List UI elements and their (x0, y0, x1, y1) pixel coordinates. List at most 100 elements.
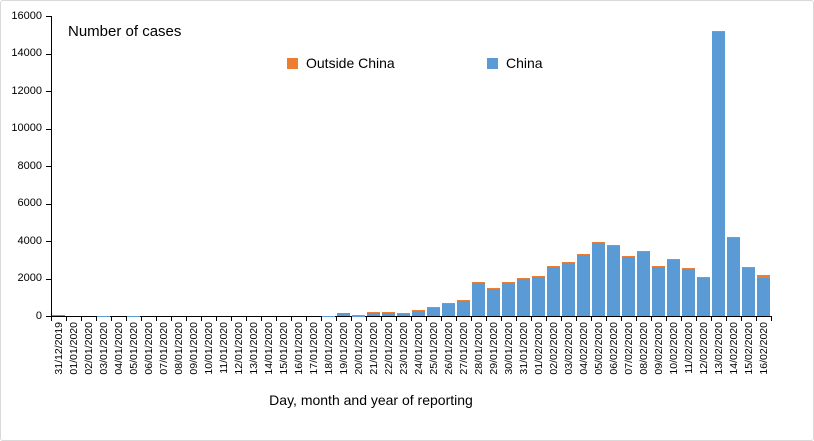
y-tick-mark (46, 16, 51, 17)
x-tick-mark (606, 317, 607, 321)
bar-segment-outside-china (517, 277, 530, 279)
x-tick-mark (501, 317, 502, 321)
x-tick-mark (741, 317, 742, 321)
x-tick-mark (306, 317, 307, 321)
y-tick-label: 4000 (17, 234, 42, 247)
bar-segment-china (397, 314, 410, 316)
x-tick-label: 01/01/2020 (67, 322, 80, 375)
bar-segment-china (712, 32, 725, 316)
x-tick-label: 07/02/2020 (622, 322, 635, 375)
x-tick-label: 20/01/2020 (352, 322, 365, 375)
x-tick-label: 25/01/2020 (427, 322, 440, 375)
legend-label-china: China (506, 55, 543, 71)
x-tick-label: 11/02/2020 (682, 322, 695, 374)
x-tick-label: 22/01/2020 (382, 322, 395, 375)
bar-segment-china (562, 263, 575, 316)
x-tick-label: 10/02/2020 (667, 322, 680, 375)
x-tick-mark (561, 317, 562, 321)
bar-segment-outside-china (742, 267, 755, 269)
y-tick-label: 10000 (11, 122, 42, 134)
y-tick-label: 6000 (17, 197, 42, 209)
bar-segment-outside-china (607, 245, 620, 247)
bar-segment-china (682, 269, 695, 316)
x-tick-label: 12/01/2020 (232, 322, 245, 375)
y-axis-line (51, 16, 52, 316)
legend-item-outside-china: Outside China (287, 55, 395, 71)
bar-segment-outside-china (652, 266, 665, 268)
x-tick-label: 03/01/2020 (97, 322, 110, 375)
bar-segment-outside-china (367, 312, 380, 314)
x-tick-label: 29/01/2020 (487, 322, 500, 375)
x-tick-mark (66, 317, 67, 321)
y-tick-label: 16000 (11, 9, 42, 22)
y-tick-mark (46, 278, 51, 280)
x-tick-label: 06/01/2020 (142, 322, 155, 375)
bar-segment-china (517, 278, 530, 316)
x-tick-mark (336, 317, 337, 321)
bar-segment-china (757, 278, 770, 316)
bar-segment-china (502, 283, 515, 316)
x-tick-label: 14/02/2020 (727, 322, 740, 375)
x-tick-mark (651, 317, 652, 321)
x-tick-label: 31/01/2020 (517, 322, 530, 375)
x-tick-mark (531, 317, 532, 321)
x-tick-mark (201, 317, 202, 321)
x-tick-mark (156, 317, 157, 321)
bar-segment-outside-china (757, 275, 770, 279)
x-tick-mark (711, 317, 712, 321)
y-tick-label: 12000 (11, 84, 42, 97)
x-tick-label: 08/01/2020 (172, 322, 185, 375)
bar-segment-outside-china (577, 254, 590, 256)
y-tick-mark (46, 203, 51, 205)
x-tick-label: 10/01/2020 (202, 322, 215, 375)
x-tick-mark (696, 317, 697, 321)
bar-segment-china (652, 267, 665, 316)
x-axis-line (51, 316, 772, 317)
x-tick-mark (396, 317, 397, 321)
x-tick-label: 07/01/2020 (157, 322, 170, 375)
x-tick-label: 06/02/2020 (607, 322, 620, 375)
legend-item-china: China (487, 55, 543, 71)
bar-segment-china (442, 303, 455, 316)
x-tick-mark (516, 317, 517, 321)
x-tick-mark (666, 317, 667, 321)
x-tick-label: 31/12/2019 (52, 322, 65, 375)
x-tick-label: 23/01/2020 (397, 322, 410, 375)
x-tick-label: 11/01/2020 (217, 322, 230, 374)
x-tick-mark (621, 317, 622, 321)
x-tick-mark (261, 317, 262, 321)
bar-segment-outside-china (667, 259, 680, 261)
x-tick-label: 24/01/2020 (412, 322, 425, 375)
bar-segment-outside-china (382, 312, 395, 314)
x-tick-label: 26/01/2020 (442, 322, 455, 375)
x-tick-label: 09/01/2020 (187, 322, 200, 375)
bar-segment-china (727, 238, 740, 316)
bar-segment-outside-china (727, 236, 740, 239)
x-tick-label: 18/01/2020 (322, 322, 335, 375)
x-tick-mark (426, 317, 427, 321)
bar-segment-china (457, 301, 470, 316)
bar-segment-china (427, 307, 440, 316)
x-tick-mark (351, 317, 352, 321)
bar-segment-china (367, 313, 380, 316)
x-tick-mark (411, 317, 412, 321)
x-tick-mark (636, 317, 637, 321)
bar-segment-outside-china (637, 250, 650, 252)
bar-segment-china (607, 246, 620, 316)
y-tick-mark (46, 241, 51, 242)
x-tick-mark (441, 317, 442, 321)
x-tick-label: 27/01/2020 (457, 322, 470, 375)
x-tick-mark (366, 317, 367, 321)
bar-segment-outside-china (697, 277, 710, 279)
x-tick-label: 02/02/2020 (547, 322, 560, 375)
x-tick-mark (231, 317, 232, 321)
x-tick-label: 30/01/2020 (502, 322, 515, 375)
x-tick-label: 13/01/2020 (247, 322, 260, 375)
chart-title: Number of cases (68, 23, 182, 40)
bar-segment-china (472, 283, 485, 316)
x-tick-label: 03/02/2020 (562, 322, 575, 375)
bar-segment-china (697, 278, 710, 316)
bar-segment-china (337, 313, 350, 316)
bar-segment-china (622, 256, 635, 316)
bar-segment-china (547, 267, 560, 316)
